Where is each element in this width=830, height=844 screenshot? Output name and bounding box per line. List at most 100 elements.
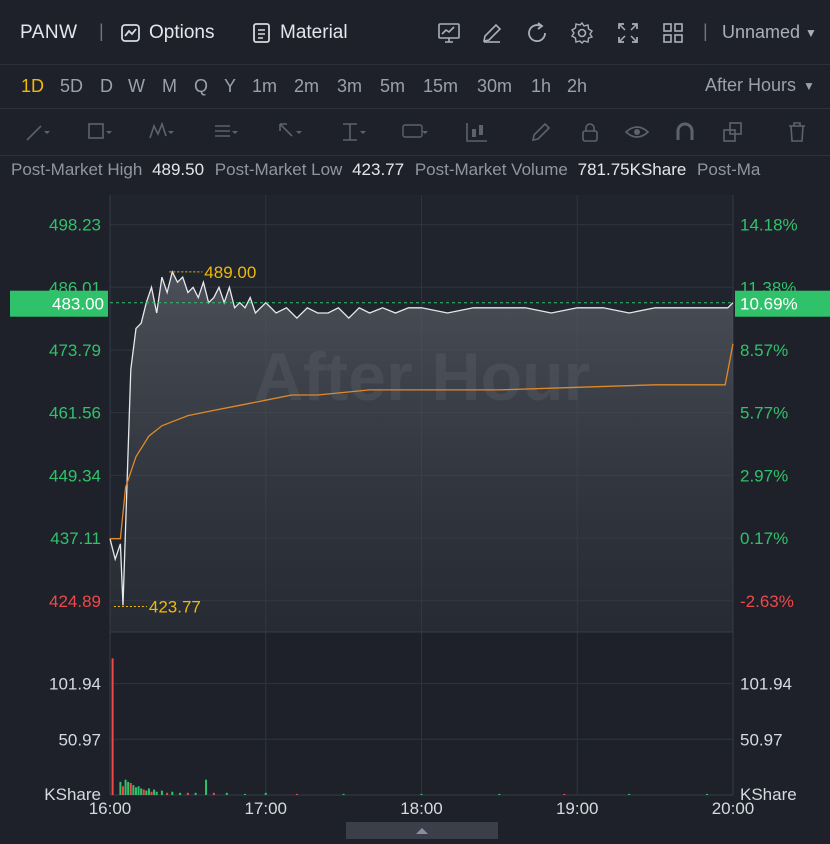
volume-tick-label-right: 101.94 [740,675,792,694]
volume-bar [225,792,228,795]
indicator-icon[interactable] [437,21,461,45]
time-tick-label: 18:00 [400,799,443,818]
session-label: After Hours [705,75,797,95]
period-w[interactable]: W [128,76,145,96]
volume-bar [295,793,298,795]
arrow-tool-icon[interactable] [276,120,302,144]
price-tick-label: 461.56 [49,404,101,423]
current-price-badge [10,290,108,317]
volume-bar [160,790,163,795]
period-q[interactable]: Q [194,76,209,96]
period-30m[interactable]: 30m [477,76,513,96]
options-label: Options [149,22,215,43]
high-marker-label: 489.00 [204,263,256,282]
layout-selector[interactable]: Unnamed ▼ [722,22,817,43]
period-1d[interactable]: 1D [21,76,45,96]
volume-bar [127,781,130,795]
lock-icon[interactable] [577,120,603,144]
volume-bar [420,793,423,795]
pattern-tool-icon[interactable] [148,120,174,144]
period-d[interactable]: D [100,76,113,96]
volume-value: 781.75KShare [577,160,687,179]
volume-bar [140,788,143,795]
volume-bar [153,789,156,795]
toolbar-divider: | [99,21,104,41]
material-label: Material [280,22,348,43]
time-tick-label: 19:00 [556,799,599,818]
period-5d[interactable]: 5D [60,76,84,96]
volume-bar [171,791,174,795]
current-pct-value: 10.69% [740,295,798,314]
layout-grid-icon[interactable] [661,21,685,45]
period-3m[interactable]: 3m [337,76,363,96]
period-2h[interactable]: 2h [567,76,588,96]
fullscreen-icon[interactable] [616,21,640,45]
symbol-label[interactable]: PANW [20,22,78,43]
material-button[interactable]: Material [251,20,348,46]
high-value: 489.50 [152,160,205,179]
volume-bar [147,788,150,795]
trash-icon[interactable] [784,120,810,144]
drawing-toolbar [0,109,830,156]
price-tick-label: 473.79 [49,341,101,360]
percent-tick-label: 5.77% [740,404,788,423]
volume-bar [194,792,197,795]
volume-bar [121,786,124,795]
layers-icon[interactable] [720,120,746,144]
volume-unit-left: KShare [44,785,101,804]
candle-tool-icon[interactable] [464,120,490,144]
price-line [109,270,734,606]
price-chart[interactable]: After Hour489.00423.77498.23486.01473.79… [0,190,830,822]
pen-tool-icon[interactable] [528,120,554,144]
session-selector[interactable]: After Hours ▼ [705,75,815,96]
price-tick-label: 498.23 [49,216,101,235]
volume-bar [166,792,169,795]
percent-tick-label: 8.57% [740,341,788,360]
period-15m[interactable]: 15m [423,76,459,96]
material-icon [251,22,273,44]
time-tick-label: 16:00 [89,799,132,818]
volume-bar [264,792,267,795]
volume-bar [155,791,158,795]
volume-unit-right: KShare [740,785,797,804]
percent-tick-label: 14.18% [740,216,798,235]
volume-tick-label-right: 50.97 [740,730,783,749]
period-1h[interactable]: 1h [531,76,552,96]
refresh-icon[interactable] [525,21,549,45]
volume-bar [186,792,189,795]
rectangle-tool-icon[interactable] [86,120,112,144]
price-tick-label: 449.34 [49,466,101,485]
magnet-icon[interactable] [672,120,698,144]
eye-icon[interactable] [624,120,650,144]
high-label: Post-Market High [11,160,143,179]
period-m[interactable]: M [162,76,177,96]
measure-tool-icon[interactable] [340,120,366,144]
gear-icon[interactable] [570,21,594,45]
price-label-tool-icon[interactable] [402,120,428,144]
period-2m[interactable]: 2m [294,76,320,96]
volume-bar [498,793,501,795]
toolbar-divider-2: | [703,21,708,41]
volume-bar [628,793,631,795]
period-1m[interactable]: 1m [252,76,278,96]
volume-bar [150,791,153,795]
layout-name: Unnamed [722,22,801,42]
options-button[interactable]: Options [120,20,214,46]
chart-scroll-handle[interactable] [346,822,498,839]
volume-label: Post-Market Volume [414,160,568,179]
trendline-tool-icon[interactable] [24,120,50,144]
period-y[interactable]: Y [224,76,237,96]
volume-bar [132,785,135,795]
fibonacci-tool-icon[interactable] [212,120,238,144]
time-tick-label: 20:00 [712,799,755,818]
edit-icon[interactable] [480,21,504,45]
caret-down-icon: ▼ [803,78,815,93]
top-toolbar: PANW | Options Material | Unnamed ▼ [0,0,830,65]
period-5m[interactable]: 5m [380,76,406,96]
options-icon [120,22,142,44]
volume-tick-label-left: 101.94 [49,675,101,694]
percent-tick-label: -2.63% [740,592,794,611]
volume-bar [134,787,137,795]
volume-bar [179,792,182,795]
volume-bar [145,790,148,795]
